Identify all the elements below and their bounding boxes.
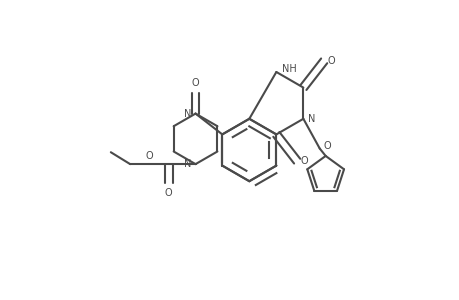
Text: NH: NH xyxy=(282,64,297,74)
Text: O: O xyxy=(191,78,199,88)
Text: O: O xyxy=(146,151,153,161)
Text: N: N xyxy=(183,109,190,118)
Text: O: O xyxy=(326,56,334,66)
Text: N: N xyxy=(307,114,314,124)
Text: N: N xyxy=(183,159,190,169)
Text: O: O xyxy=(323,142,330,152)
Text: O: O xyxy=(165,188,172,198)
Text: O: O xyxy=(299,156,307,166)
